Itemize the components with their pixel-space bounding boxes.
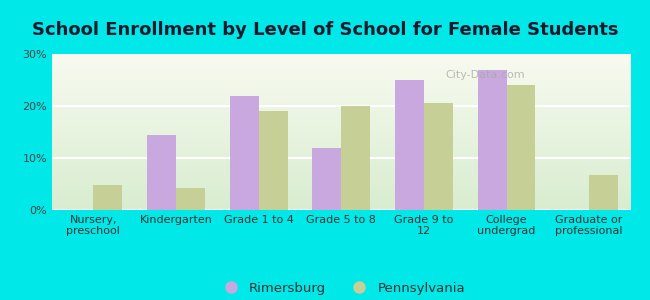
- Bar: [478, 70, 506, 210]
- Bar: [147, 135, 176, 210]
- Bar: [506, 85, 536, 210]
- Bar: [341, 106, 370, 210]
- Bar: [589, 175, 618, 210]
- Bar: [94, 185, 122, 210]
- Legend: Rimersburg, Pennsylvania: Rimersburg, Pennsylvania: [212, 277, 471, 300]
- Text: School Enrollment by Level of School for Female Students: School Enrollment by Level of School for…: [32, 21, 618, 39]
- Bar: [176, 188, 205, 210]
- Bar: [395, 80, 424, 210]
- Bar: [424, 103, 453, 210]
- Bar: [229, 96, 259, 210]
- Bar: [312, 148, 341, 210]
- Text: City-Data.com: City-Data.com: [445, 70, 525, 80]
- Bar: [259, 111, 287, 210]
